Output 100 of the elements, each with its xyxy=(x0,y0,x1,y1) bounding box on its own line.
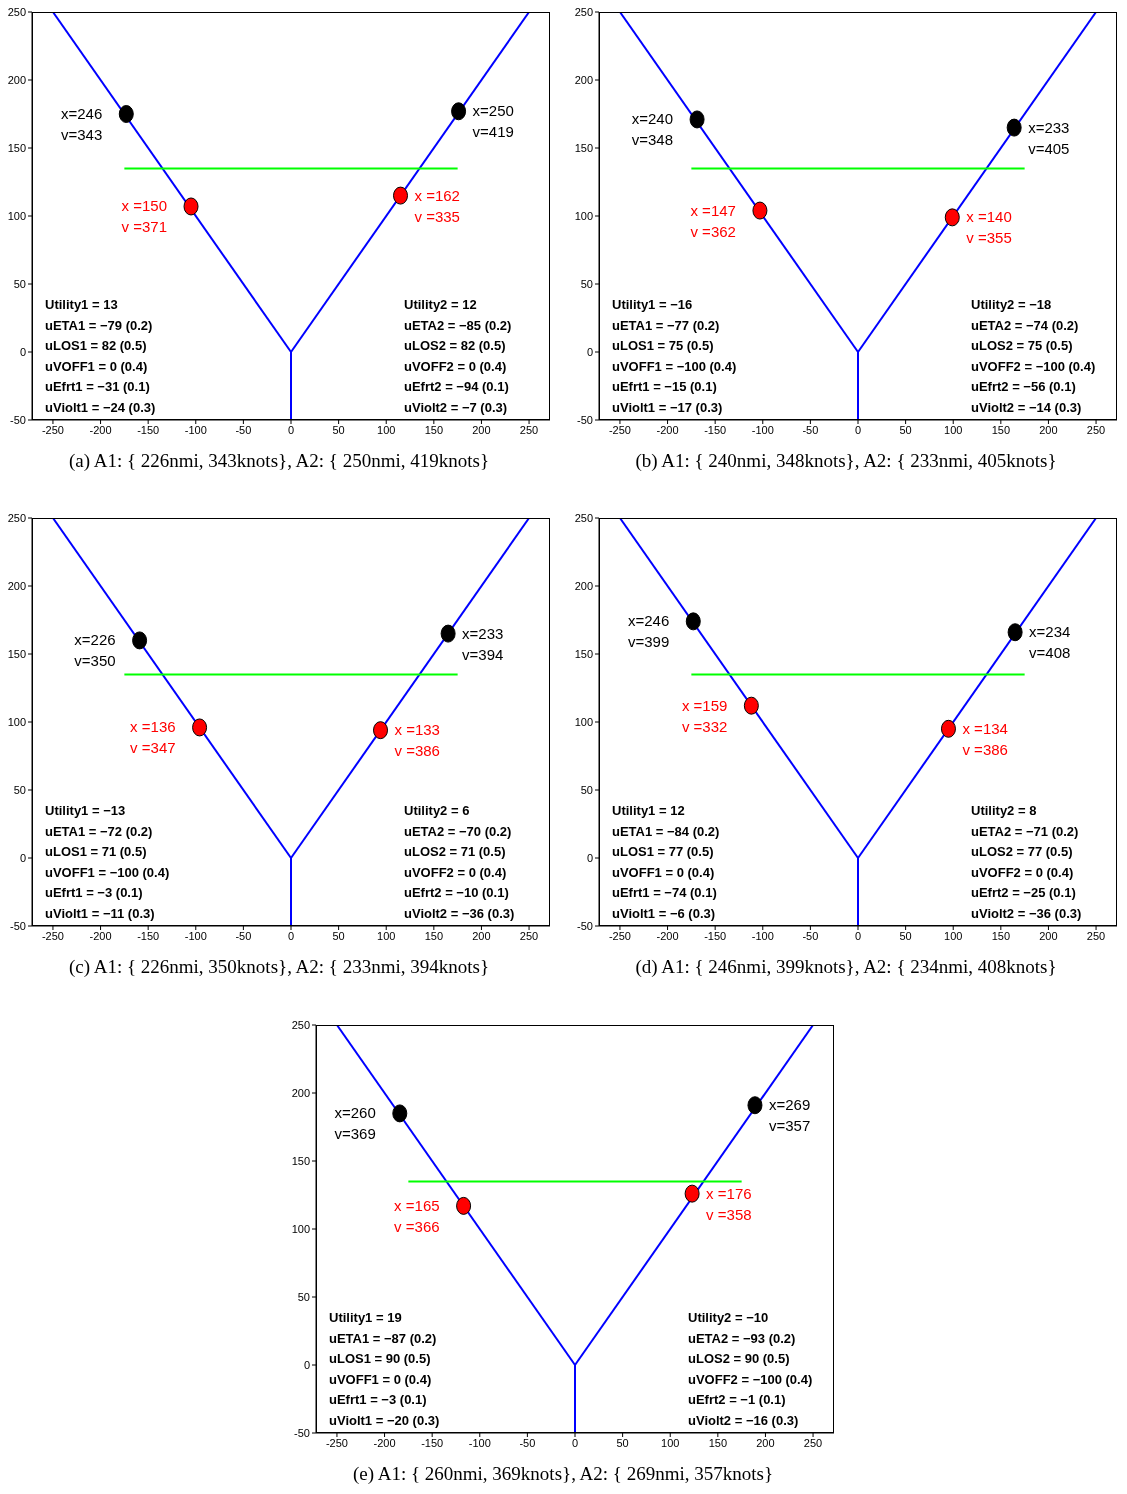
x-tick-label: 50 xyxy=(899,423,912,436)
x-tick-label: -100 xyxy=(184,423,207,436)
y-tick-label: 150 xyxy=(574,141,593,154)
annotation: Utility2 = 8 uETA2 = −71 (0.2) uLOS2 = 77 (0.5) uVOFF2 = 0 (0.4) uEfrt2 = −25 (0.1) uViolt2 = −36 (0.3) xyxy=(971,802,1082,923)
annotation: x=246 v=399 xyxy=(627,612,670,651)
annotation: x=226 v=350 xyxy=(74,631,116,670)
annotation: Utility1 = 19 uETA1 = −87 (0.2) uLOS1 = 90 (0.5) uVOFF1 = 0 (0.4) uEfrt1 = −3 (0.1) uViolt1 = −20 (0.3) xyxy=(329,1309,440,1430)
x-tick-label: 150 xyxy=(708,1436,728,1449)
x-tick-label: -100 xyxy=(468,1436,491,1449)
y-tick-label: 100 xyxy=(7,715,26,728)
x-tick-label: -200 xyxy=(656,423,679,436)
x-tick-label: -200 xyxy=(656,929,679,942)
x-tick-label: 100 xyxy=(944,929,963,942)
y-tick-label: 150 xyxy=(7,141,26,154)
x-tick-label: -150 xyxy=(137,423,160,436)
annotation: x=260 v=369 xyxy=(334,1104,376,1143)
annotation: x=246 v=343 xyxy=(60,105,103,143)
x-tick-label: 150 xyxy=(991,423,1011,436)
annotation: Utility1 = 12 uETA1 = −84 (0.2) uLOS1 = 77 (0.5) uVOFF1 = 0 (0.4) uEfrt1 = −74 (0.1) uViolt1 = −6 (0.3) xyxy=(612,802,720,923)
y-tick-label: 150 xyxy=(7,647,26,660)
x-tick-label: -150 xyxy=(421,1436,444,1449)
x-tick-label: -50 xyxy=(519,1436,536,1449)
annotation: x=233 v=394 xyxy=(462,624,504,663)
x-tick-label: -100 xyxy=(751,929,774,942)
x-tick-label: 50 xyxy=(332,929,345,942)
x-tick-label: 100 xyxy=(377,423,396,436)
annotation: x=269 v=357 xyxy=(768,1096,811,1135)
x-tick-label: -100 xyxy=(751,423,774,436)
x-tick-label: 50 xyxy=(899,929,912,942)
y-tick-label: 200 xyxy=(574,73,593,86)
x-tick-label: -50 xyxy=(802,929,819,942)
x-tick-label: 200 xyxy=(472,929,491,942)
annotation: Utility1 = −16 uETA1 = −77 (0.2) uLOS1 = 75 (0.5) uVOFF1 = −100 (0.4) uEfrt1 = −15 (0.1) uViolt1 = −17 (0.3) xyxy=(612,296,737,417)
annotation: x=234 v=408 xyxy=(1029,623,1071,662)
annotation: x=233 v=405 xyxy=(1028,118,1070,157)
x-tick-label: 100 xyxy=(377,929,396,942)
x-tick-label: -250 xyxy=(41,423,64,436)
x-tick-label: 100 xyxy=(661,1436,680,1449)
y-tick-label: -50 xyxy=(577,919,593,932)
x-tick-label: -250 xyxy=(325,1436,348,1449)
x-tick-label: 250 xyxy=(519,929,539,942)
x-tick-label: 200 xyxy=(472,423,491,436)
text: (d) A1: { 246nmi, 399knots}, A2: { 234nmi, 408knots} xyxy=(634,956,1058,978)
x-tick-label: -100 xyxy=(184,929,207,942)
x-tick-label: 250 xyxy=(1086,423,1106,436)
y-tick-label: 150 xyxy=(291,1154,310,1167)
y-tick-label: 50 xyxy=(297,1290,310,1303)
x-tick-label: -150 xyxy=(704,929,727,942)
y-tick-label: 100 xyxy=(574,209,593,222)
annotation: Utility1 = −13 uETA1 = −72 (0.2) uLOS1 = 71 (0.5) uVOFF1 = −100 (0.4) uEfrt1 = −3 (0.1) uViolt1 = −11 (0.3) xyxy=(45,802,170,923)
text: (c) A1: { 226nmi, 350knots}, A2: { 233nmi, 394knots} xyxy=(67,956,491,978)
x-tick-label: -250 xyxy=(608,929,631,942)
x-tick-label: 50 xyxy=(332,423,345,436)
annotation: x =159 v =332 xyxy=(681,696,728,735)
annotation: x =134 v =386 xyxy=(962,719,1008,758)
y-tick-label: -50 xyxy=(294,1426,310,1439)
annotation: Utility2 = −10 uETA2 = −93 (0.2) uLOS2 = 90 (0.5) uVOFF2 = −100 (0.4) uEfrt2 = −1 (0.1) uViolt2 = −16 (0.3) xyxy=(688,1309,813,1430)
x-tick-label: 100 xyxy=(944,423,963,436)
annotation: x =165 v =366 xyxy=(394,1196,440,1235)
y-tick-label: 250 xyxy=(574,5,593,18)
y-tick-label: 200 xyxy=(7,73,26,86)
y-tick-label: 100 xyxy=(574,715,593,728)
x-tick-label: -200 xyxy=(373,1436,396,1449)
y-tick-label: 0 xyxy=(586,345,593,358)
annotation: x =140 v =355 xyxy=(966,208,1012,247)
y-tick-label: 50 xyxy=(13,277,26,290)
y-tick-label: -50 xyxy=(10,919,26,932)
x-tick-label: -150 xyxy=(704,423,727,436)
y-tick-label: 0 xyxy=(19,345,26,358)
y-tick-label: -50 xyxy=(10,413,26,426)
x-tick-label: 200 xyxy=(1039,423,1058,436)
x-tick-label: -150 xyxy=(137,929,160,942)
x-tick-label: 0 xyxy=(854,929,862,942)
y-tick-label: 200 xyxy=(574,579,593,592)
x-tick-label: -250 xyxy=(608,423,631,436)
annotation: x =133 v =386 xyxy=(394,721,440,760)
x-tick-label: -250 xyxy=(41,929,64,942)
annotation: x =147 v =362 xyxy=(690,201,736,240)
y-tick-label: 100 xyxy=(291,1222,310,1235)
x-tick-label: 150 xyxy=(424,423,444,436)
text: (a) A1: { 226nmi, 343knots}, A2: { 250nmi, 419knots} xyxy=(67,450,491,472)
x-tick-label: -200 xyxy=(89,423,112,436)
y-tick-label: 0 xyxy=(586,851,593,864)
y-tick-label: 200 xyxy=(7,579,26,592)
x-tick-label: 150 xyxy=(991,929,1011,942)
y-tick-label: 0 xyxy=(303,1358,310,1371)
y-tick-label: 100 xyxy=(7,209,26,222)
x-tick-label: 200 xyxy=(1039,929,1058,942)
annotation: Utility2 = 12 uETA2 = −85 (0.2) uLOS2 = 82 (0.5) uVOFF2 = 0 (0.4) uEfrt2 = −94 (0.1) uViolt2 = −7 (0.3) xyxy=(404,296,512,417)
annotation: x =176 v =358 xyxy=(706,1184,752,1223)
annotation: x =136 v =347 xyxy=(130,718,176,757)
annotation: x =162 v =335 xyxy=(414,186,460,225)
x-tick-label: 250 xyxy=(803,1436,823,1449)
annotation: x=240 v=348 xyxy=(631,110,674,149)
y-tick-label: 150 xyxy=(574,647,593,660)
x-tick-label: 250 xyxy=(519,423,539,436)
text: (b) A1: { 240nmi, 348knots}, A2: { 233nmi, 405knots} xyxy=(634,450,1058,472)
x-tick-label: -50 xyxy=(802,423,819,436)
x-tick-label: 0 xyxy=(854,423,862,436)
y-tick-label: 250 xyxy=(574,511,593,524)
